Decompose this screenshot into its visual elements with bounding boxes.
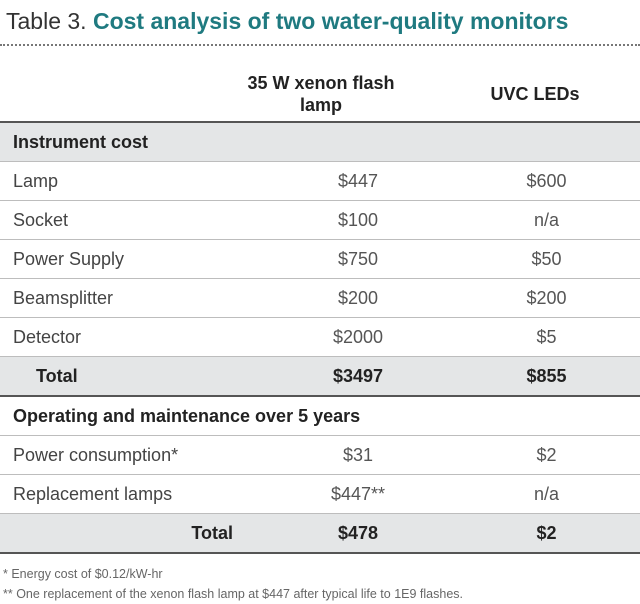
cell-xenon: $750: [263, 239, 453, 279]
column-header-uvc: UVC LEDs: [490, 84, 580, 104]
table-row: Socket $100 n/a: [0, 200, 640, 240]
row-label: Beamsplitter: [0, 278, 263, 318]
footnote-energy: * Energy cost of $0.12/kW-hr: [3, 567, 163, 581]
table-title: Table 3. Cost analysis of two water-qual…: [6, 6, 568, 36]
cell-uvc: $5: [453, 317, 640, 357]
row-label: Power Supply: [0, 239, 263, 279]
section-heading-instrument: Instrument cost: [0, 122, 640, 162]
row-label: Lamp: [0, 161, 263, 201]
total-row-instrument: Total $3497 $855: [0, 356, 640, 397]
footnote-replacement: ** One replacement of the xenon flash la…: [3, 587, 463, 601]
table-row: Power consumption* $31 $2: [0, 435, 640, 475]
total-xenon: $3497: [263, 356, 453, 397]
total-label: Total: [0, 513, 263, 554]
total-label: Total: [0, 356, 263, 397]
section-header-row: Operating and maintenance over 5 years: [0, 395, 640, 436]
table-name: Cost analysis of two water-quality monit…: [92, 8, 569, 34]
cell-xenon: $447: [263, 161, 453, 201]
cell-xenon: $447**: [263, 474, 453, 514]
dotted-divider: [0, 44, 640, 46]
table-row: Beamsplitter $200 $200: [0, 278, 640, 318]
total-row-operating: Total $478 $2: [0, 513, 640, 554]
cell-uvc: $50: [453, 239, 640, 279]
total-uvc: $2: [453, 513, 640, 554]
cell-uvc: $600: [453, 161, 640, 201]
table-row: Lamp $447 $600: [0, 161, 640, 201]
cell-uvc: $200: [453, 278, 640, 318]
cell-xenon: $100: [263, 200, 453, 240]
table-number: Table 3.: [6, 8, 87, 34]
cell-xenon: $200: [263, 278, 453, 318]
cost-table: Instrument cost Lamp $447 $600 Socket $1…: [0, 122, 640, 554]
section-header-row: Instrument cost: [0, 122, 640, 162]
table-row: Detector $2000 $5: [0, 317, 640, 357]
column-header-xenon: 35 W xenon flash lamp: [247, 73, 395, 115]
row-label: Detector: [0, 317, 263, 357]
cell-xenon: $31: [263, 435, 453, 475]
row-label: Socket: [0, 200, 263, 240]
cell-uvc: n/a: [453, 200, 640, 240]
row-label: Power consumption*: [0, 435, 263, 475]
table-row: Replacement lamps $447** n/a: [0, 474, 640, 514]
table-top-rule: [0, 121, 640, 123]
cell-xenon: $2000: [263, 317, 453, 357]
footnotes: * Energy cost of $0.12/kW-hr ** One repl…: [3, 564, 463, 604]
cell-uvc: n/a: [453, 474, 640, 514]
total-uvc: $855: [453, 356, 640, 397]
row-label: Replacement lamps: [0, 474, 263, 514]
total-xenon: $478: [263, 513, 453, 554]
cell-uvc: $2: [453, 435, 640, 475]
section-heading-operating: Operating and maintenance over 5 years: [0, 395, 640, 436]
table-row: Power Supply $750 $50: [0, 239, 640, 279]
